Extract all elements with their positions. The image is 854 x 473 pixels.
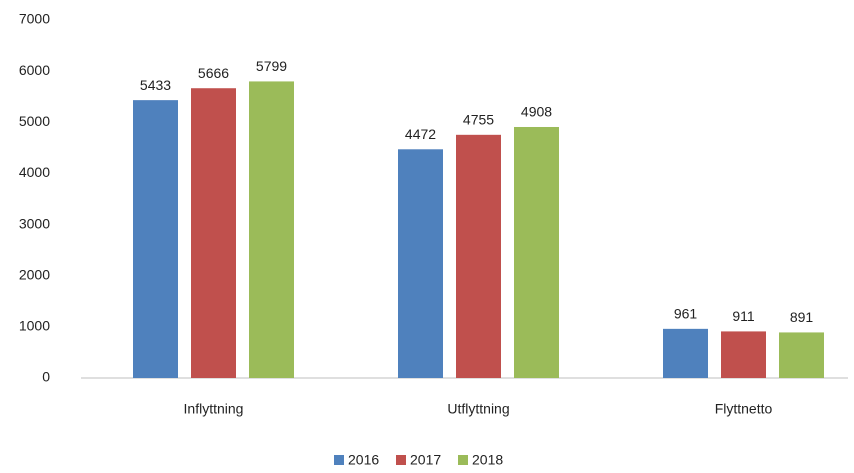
y-tick-label: 7000 xyxy=(19,11,50,27)
value-label: 5799 xyxy=(256,58,287,74)
bar xyxy=(456,134,501,378)
value-label: 4908 xyxy=(521,104,552,120)
y-tick-label: 6000 xyxy=(19,62,50,78)
y-tick-label: 0 xyxy=(42,369,50,385)
legend-label: 2017 xyxy=(410,452,441,468)
y-tick-label: 5000 xyxy=(19,113,50,129)
bar xyxy=(663,328,708,378)
x-tick-label: Flyttnetto xyxy=(715,401,773,417)
bar xyxy=(191,88,236,378)
x-tick-label: Inflyttning xyxy=(184,401,244,417)
legend-swatch xyxy=(334,455,344,465)
value-label: 961 xyxy=(674,306,698,322)
value-label: 911 xyxy=(732,308,755,324)
value-label: 4755 xyxy=(463,112,494,128)
bar xyxy=(249,81,294,378)
legend-label: 2016 xyxy=(348,452,379,468)
y-tick-label: 1000 xyxy=(19,318,50,334)
bar xyxy=(398,149,443,378)
legend-label: 2018 xyxy=(472,452,503,468)
bar xyxy=(721,331,766,378)
bar xyxy=(514,126,559,378)
bar xyxy=(133,100,178,378)
value-label: 4472 xyxy=(405,126,436,142)
value-label: 891 xyxy=(790,309,814,325)
bar xyxy=(779,332,824,378)
legend-swatch xyxy=(458,455,468,465)
y-tick-label: 2000 xyxy=(19,266,50,282)
value-label: 5433 xyxy=(140,77,171,93)
x-tick-label: Utflyttning xyxy=(447,401,509,417)
y-tick-label: 3000 xyxy=(19,215,50,231)
y-tick-label: 4000 xyxy=(19,164,50,180)
legend-swatch xyxy=(396,455,406,465)
value-label: 5666 xyxy=(198,65,229,81)
